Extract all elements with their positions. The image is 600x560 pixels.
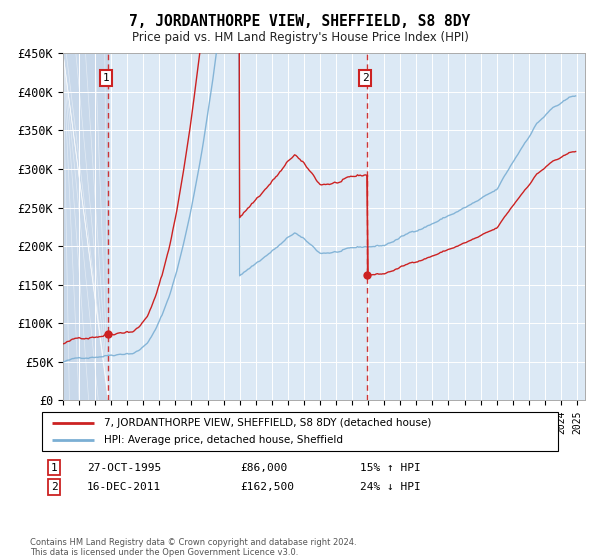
Text: 2: 2 (50, 482, 58, 492)
Text: £162,500: £162,500 (240, 482, 294, 492)
Text: Contains HM Land Registry data © Crown copyright and database right 2024.
This d: Contains HM Land Registry data © Crown c… (30, 538, 356, 557)
Text: HPI: Average price, detached house, Sheffield: HPI: Average price, detached house, Shef… (104, 435, 343, 445)
Text: 24% ↓ HPI: 24% ↓ HPI (360, 482, 421, 492)
Text: Price paid vs. HM Land Registry's House Price Index (HPI): Price paid vs. HM Land Registry's House … (131, 31, 469, 44)
Text: 1: 1 (50, 463, 58, 473)
Text: 16-DEC-2011: 16-DEC-2011 (87, 482, 161, 492)
Text: 15% ↑ HPI: 15% ↑ HPI (360, 463, 421, 473)
Text: 2: 2 (362, 73, 368, 83)
Text: £86,000: £86,000 (240, 463, 287, 473)
Text: 1: 1 (103, 73, 109, 83)
Text: 7, JORDANTHORPE VIEW, SHEFFIELD, S8 8DY: 7, JORDANTHORPE VIEW, SHEFFIELD, S8 8DY (130, 14, 470, 29)
Text: 7, JORDANTHORPE VIEW, SHEFFIELD, S8 8DY (detached house): 7, JORDANTHORPE VIEW, SHEFFIELD, S8 8DY … (104, 418, 431, 428)
Polygon shape (63, 53, 109, 400)
Text: 27-OCT-1995: 27-OCT-1995 (87, 463, 161, 473)
